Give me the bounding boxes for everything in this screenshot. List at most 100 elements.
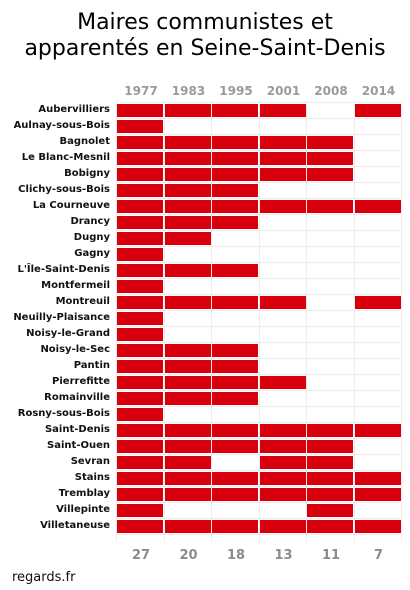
cell-communist-mayor	[117, 184, 163, 197]
grid-row-line	[116, 246, 400, 247]
cell-communist-mayor	[212, 472, 258, 485]
cell-communist-mayor	[164, 472, 211, 485]
cell-communist-mayor	[164, 488, 211, 501]
grid-row-line	[116, 198, 400, 199]
cell-communist-mayor	[117, 424, 163, 437]
grid-row-line	[116, 422, 400, 423]
grid-row-line	[116, 230, 400, 231]
grid-row-line	[116, 358, 400, 359]
cell-communist-mayor	[164, 152, 211, 165]
commune-label: Saint-Ouen	[47, 440, 110, 451]
cell-communist-mayor	[354, 104, 401, 117]
cell-communist-mayor	[117, 312, 163, 325]
cell-communist-mayor	[117, 488, 163, 501]
cell-communist-mayor	[212, 392, 258, 405]
grid-row-line	[116, 518, 400, 519]
commune-label: Gagny	[74, 248, 110, 259]
grid-row-line	[116, 278, 400, 279]
grid-col-line	[306, 100, 307, 542]
grid-row-line	[116, 486, 400, 487]
commune-label: Dugny	[73, 232, 110, 243]
cell-communist-mayor	[307, 456, 353, 469]
cell-communist-mayor	[307, 504, 353, 517]
cell-communist-mayor	[212, 168, 258, 181]
cell-communist-mayor	[164, 456, 211, 469]
commune-label: Aubervilliers	[38, 104, 110, 115]
cell-communist-mayor	[212, 520, 258, 533]
source-credit: regards.fr	[12, 570, 76, 585]
commune-label: Bobigny	[64, 168, 110, 179]
cell-communist-mayor	[259, 424, 306, 437]
cell-communist-mayor	[259, 376, 306, 389]
cell-communist-mayor	[164, 200, 211, 213]
cell-communist-mayor	[212, 200, 258, 213]
cell-communist-mayor	[307, 520, 353, 533]
cell-communist-mayor	[259, 488, 306, 501]
commune-label: Villepinte	[56, 504, 110, 515]
cell-communist-mayor	[164, 104, 211, 117]
cell-communist-mayor	[117, 472, 163, 485]
cell-communist-mayor	[117, 248, 163, 261]
cell-communist-mayor	[117, 136, 163, 149]
cell-communist-mayor	[354, 200, 401, 213]
grid-row-line	[116, 438, 400, 439]
year-count-1977: 27	[131, 548, 151, 563]
cell-communist-mayor	[212, 376, 258, 389]
cell-communist-mayor	[307, 472, 353, 485]
cell-communist-mayor	[212, 104, 258, 117]
cell-communist-mayor	[117, 440, 163, 453]
cell-communist-mayor	[259, 136, 306, 149]
grid-row-line	[116, 262, 400, 263]
cell-communist-mayor	[259, 104, 306, 117]
cell-communist-mayor	[307, 424, 353, 437]
grid-col-line	[353, 100, 355, 542]
cell-communist-mayor	[259, 440, 306, 453]
cell-communist-mayor	[164, 264, 211, 277]
cell-communist-mayor	[164, 216, 211, 229]
commune-label: La Courneuve	[32, 200, 110, 211]
chart-title-line-1: Maires communistes et	[77, 10, 333, 35]
commune-label: L'Île-Saint-Denis	[17, 264, 110, 275]
commune-label: Romainville	[44, 392, 110, 403]
commune-label: Montfermeil	[41, 280, 110, 291]
commune-label: Saint-Denis	[44, 424, 110, 435]
cell-communist-mayor	[354, 424, 401, 437]
cell-communist-mayor	[164, 184, 211, 197]
cell-communist-mayor	[117, 232, 163, 245]
chart-title: Maires communistes et apparentés en Sein…	[0, 10, 410, 62]
cell-communist-mayor	[117, 168, 163, 181]
cell-communist-mayor	[259, 456, 306, 469]
cell-communist-mayor	[212, 152, 258, 165]
cell-communist-mayor	[259, 520, 306, 533]
grid-row-line	[116, 470, 400, 471]
cell-communist-mayor	[164, 232, 211, 245]
grid-row-line	[116, 214, 400, 215]
year-header-2014: 2014	[361, 84, 396, 98]
cell-communist-mayor	[259, 296, 306, 309]
cell-communist-mayor	[117, 408, 163, 421]
cell-communist-mayor	[117, 392, 163, 405]
grid-row-line	[116, 342, 400, 343]
cell-communist-mayor	[164, 520, 211, 533]
grid-row-line	[116, 326, 400, 327]
cell-communist-mayor	[117, 344, 163, 357]
cell-communist-mayor	[354, 472, 401, 485]
cell-communist-mayor	[117, 328, 163, 341]
cell-communist-mayor	[117, 456, 163, 469]
year-count-2001: 13	[274, 548, 293, 563]
cell-communist-mayor	[212, 344, 258, 357]
grid-row-line	[116, 102, 400, 103]
commune-label: Drancy	[70, 216, 110, 227]
cell-communist-mayor	[259, 472, 306, 485]
grid-row-line	[116, 374, 400, 375]
commune-label: Bagnolet	[59, 136, 110, 147]
cell-communist-mayor	[117, 264, 163, 277]
cell-communist-mayor	[212, 136, 258, 149]
grid-row-line	[116, 454, 400, 455]
grid-col-line	[211, 100, 212, 542]
cell-communist-mayor	[117, 216, 163, 229]
year-count-2014: 7	[373, 548, 384, 563]
cell-communist-mayor	[307, 136, 353, 149]
cell-communist-mayor	[307, 488, 353, 501]
cell-communist-mayor	[117, 504, 163, 517]
